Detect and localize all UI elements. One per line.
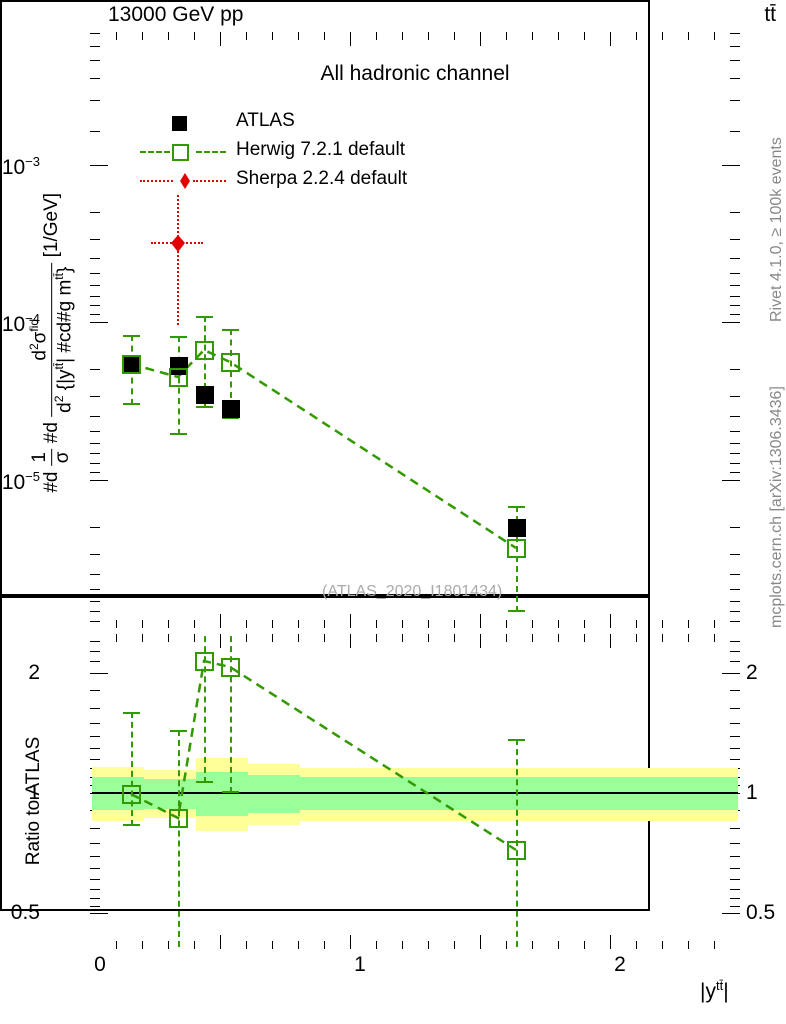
herwig-ratio-errorbar	[204, 636, 206, 783]
ratio-tick-layer	[90, 634, 740, 949]
main-tick-layer	[90, 32, 740, 628]
credit-mcplots: mcplots.cern.ch [arXiv:1306.3436]	[768, 386, 785, 628]
herwig-ratio-errorbar	[178, 730, 180, 947]
herwig-errorcap	[170, 336, 187, 338]
herwig-curve-ratio	[130, 659, 517, 852]
ratio-data-layer	[92, 636, 738, 947]
ratio-ytick-1-left: 1	[28, 781, 40, 804]
sherpa-errorbar	[177, 195, 179, 325]
herwig-errorcap	[508, 506, 525, 508]
herwig-ratio-point	[122, 785, 141, 804]
herwig-curve-main	[130, 348, 517, 550]
ratio-ytick-1-right: 1	[746, 781, 758, 804]
herwig-point	[221, 353, 240, 372]
herwig-errorbar	[230, 329, 232, 419]
herwig-errorbar	[516, 506, 518, 612]
atlas-point	[123, 356, 141, 374]
herwig-ratio-errorcap	[170, 730, 187, 732]
herwig-ratio-point	[507, 841, 526, 860]
legend-label-sherpa: Sherpa 2.2.4 default	[236, 168, 408, 189]
main-ytick-1e-3: 10−3	[1, 154, 40, 179]
herwig-errorcap	[170, 433, 187, 435]
ratio-ytick-0p5-left: 0.5	[10, 901, 40, 924]
legend-label-atlas: ATLAS	[236, 110, 295, 131]
xtick-1: 1	[354, 953, 366, 976]
herwig-ratio-errorcap	[123, 712, 140, 714]
legend-marker-herwig	[140, 137, 226, 166]
herwig-ratio-point	[169, 809, 188, 828]
herwig-ratio-point	[195, 652, 214, 671]
legend-label-herwig: Herwig 7.2.1 default	[236, 139, 405, 160]
herwig-point	[507, 539, 526, 558]
atlas-point	[170, 357, 188, 375]
legend-marker-atlas	[140, 108, 226, 137]
herwig-ratio-errorbar	[230, 636, 232, 793]
ratio-ytick-2-left: 2	[28, 661, 40, 684]
credit-rivet: Rivet 4.1.0, ≥ 100k events	[768, 137, 785, 322]
herwig-errorcap	[196, 406, 213, 408]
herwig-errorcap	[123, 335, 140, 337]
herwig-ratio-errorbar	[131, 712, 133, 826]
herwig-point	[169, 368, 188, 387]
header-process-label: tt̄	[764, 3, 776, 26]
main-ytick-1e-4: 10−4	[1, 311, 40, 336]
herwig-point	[195, 341, 214, 360]
xtick-2: 2	[614, 953, 626, 976]
herwig-errorcap	[196, 316, 213, 318]
ratio-reference-line	[92, 792, 738, 794]
main-plot-frame	[0, 0, 650, 596]
herwig-ratio-errorbar	[516, 739, 518, 947]
xtick-0: 0	[94, 953, 106, 976]
atlas-point	[508, 519, 526, 537]
herwig-ratio-errorcap	[222, 791, 239, 793]
herwig-errorcap	[123, 403, 140, 405]
main-ytick-1e-5: 10−5	[1, 469, 40, 494]
ratio-ytick-2-right: 2	[746, 661, 758, 684]
xaxis-label: |ytt̄|	[700, 978, 729, 1003]
herwig-errorcap	[222, 417, 239, 419]
main-yaxis-label: #d 1 σ #d d2σfid d2 {|ytt̄| #cd#g mtt̄} …	[27, 192, 76, 493]
plot-title: All hadronic channel	[320, 62, 510, 85]
ratio-plot-frame	[0, 596, 650, 911]
herwig-ratio-point	[221, 658, 240, 677]
herwig-ratio-errorcap	[196, 781, 213, 783]
legend-marker-sherpa	[140, 166, 226, 195]
atlas-point	[222, 400, 240, 418]
uncertainty-band-inner	[248, 775, 300, 813]
herwig-ratio-errorcap	[123, 824, 140, 826]
herwig-point	[122, 355, 141, 374]
ratio-ytick-0p5-right: 0.5	[746, 901, 776, 924]
header-beam-label: 13000 GeV pp	[108, 3, 244, 26]
herwig-errorbar	[204, 316, 206, 408]
herwig-errorcap	[222, 329, 239, 331]
analysis-watermark: (ATLAS_2020_I1801434)	[322, 583, 503, 600]
herwig-errorcap	[508, 610, 525, 612]
atlas-point	[196, 386, 214, 404]
diamond-icon	[180, 173, 190, 189]
herwig-ratio-errorcap	[508, 739, 525, 741]
main-data-layer	[90, 32, 740, 628]
sherpa-point	[171, 235, 185, 252]
